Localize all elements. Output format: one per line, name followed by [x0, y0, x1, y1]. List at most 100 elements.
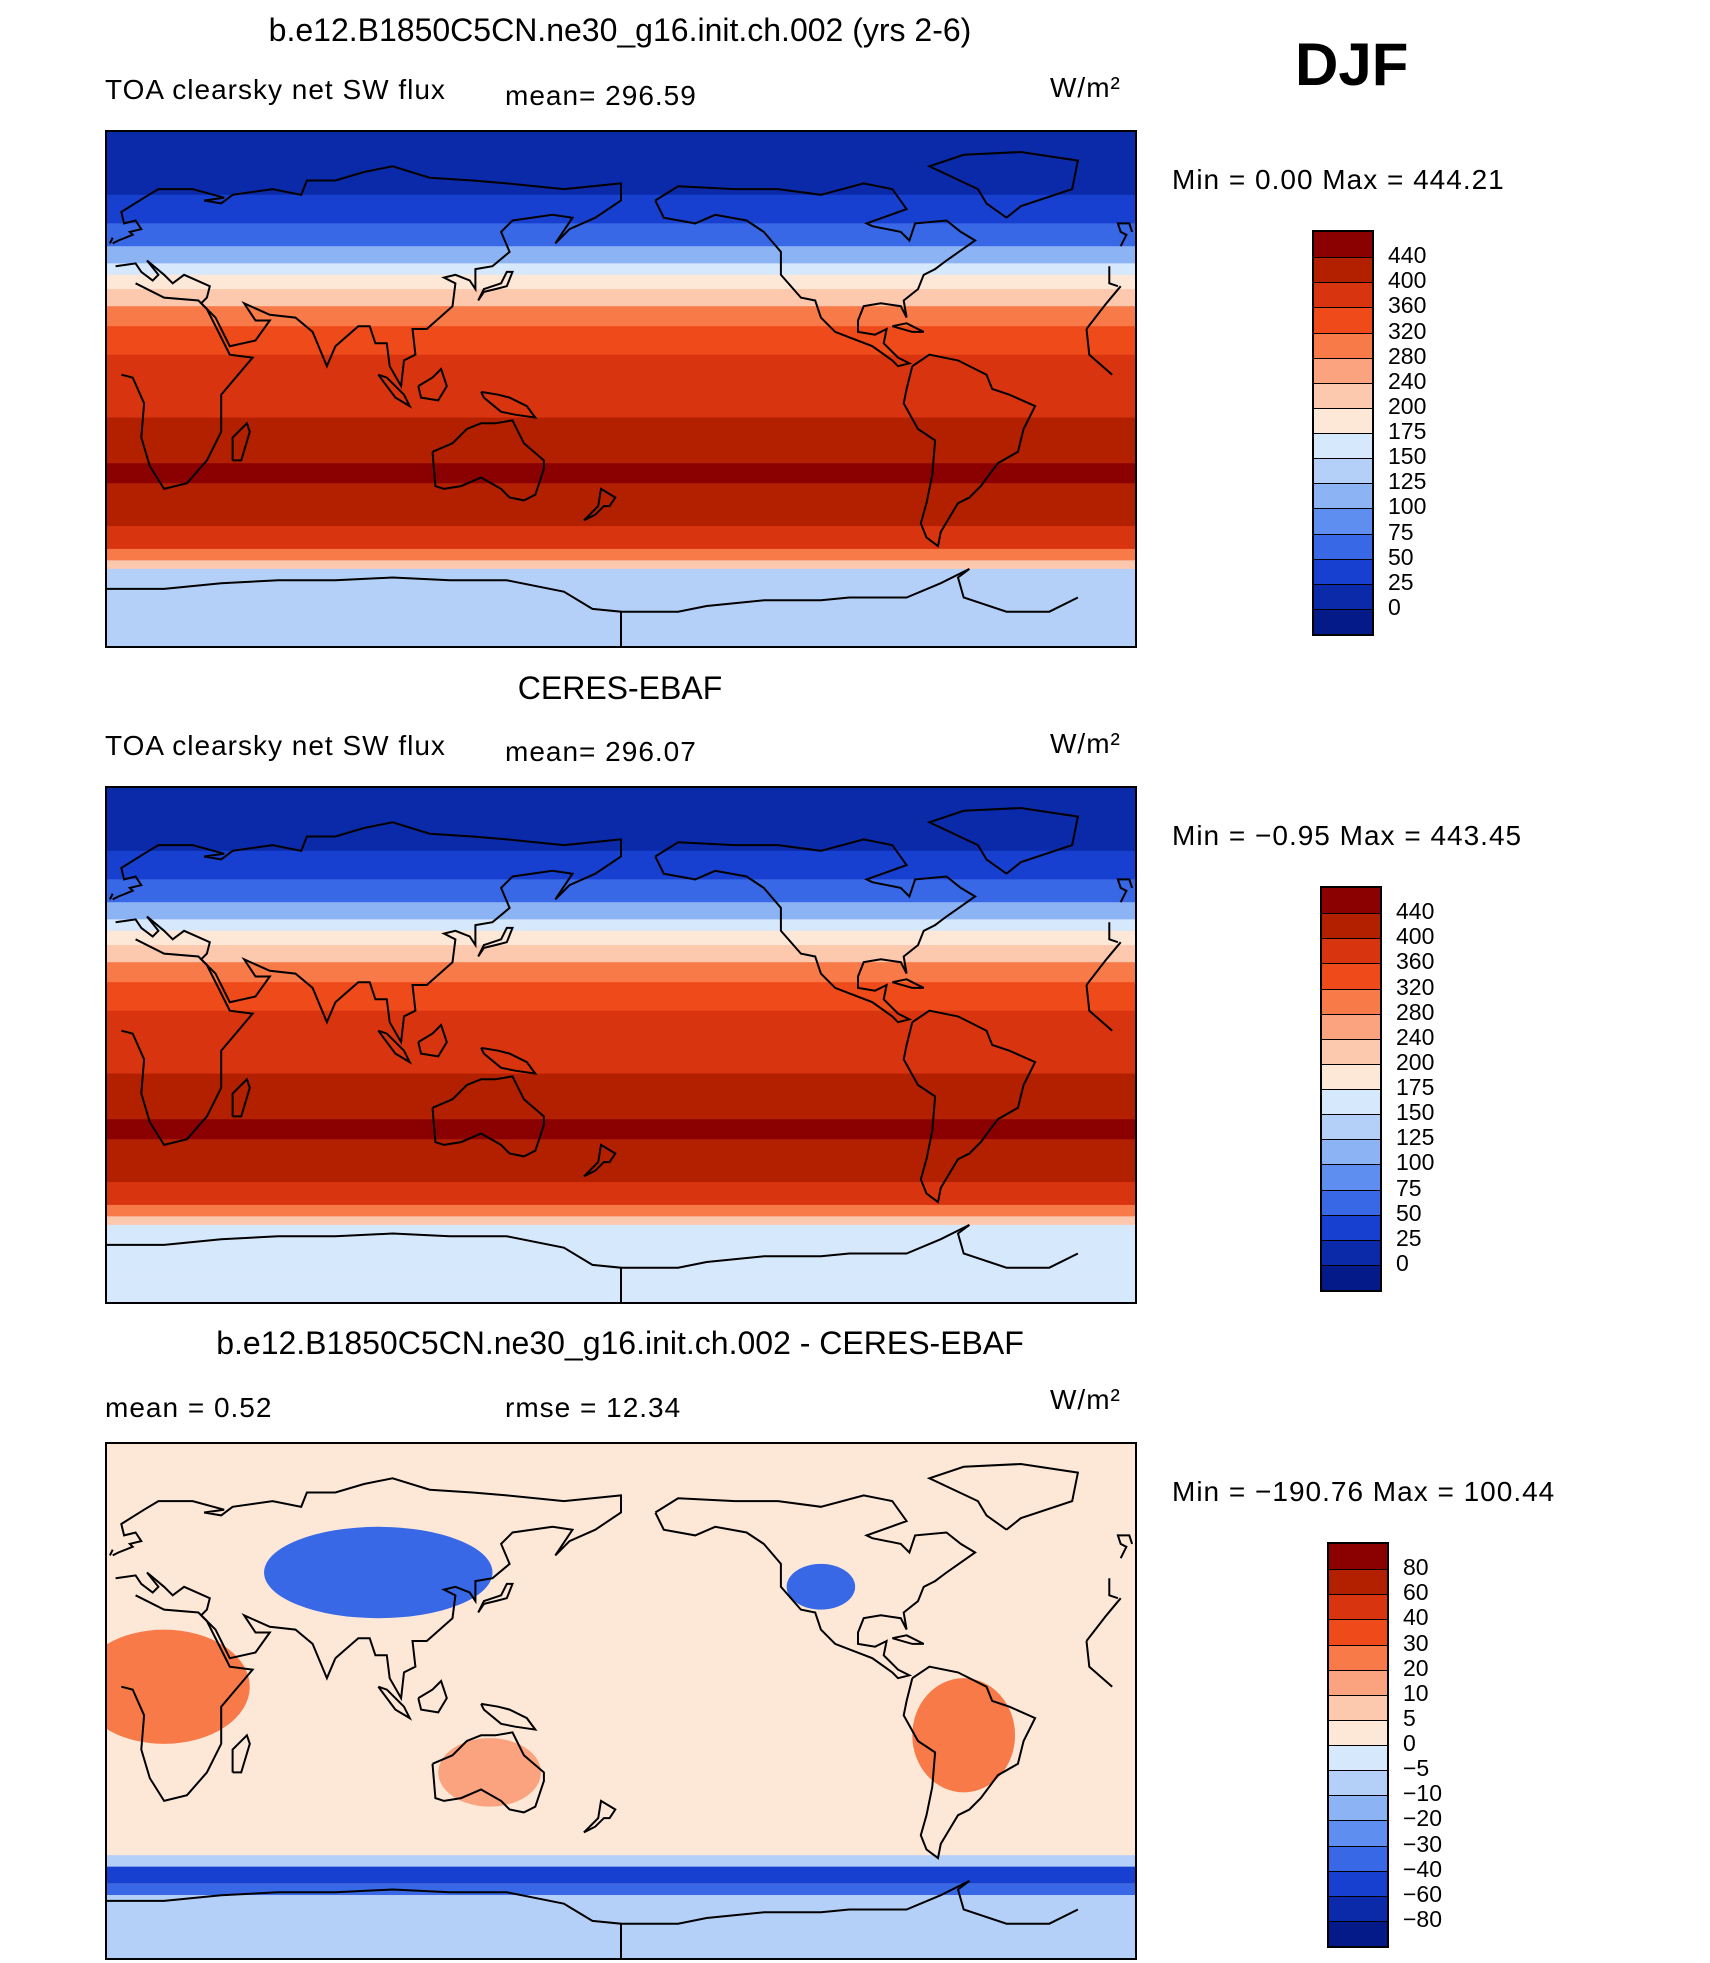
colorbar-segment — [1322, 1164, 1380, 1189]
colorbar-segment — [1322, 1064, 1380, 1089]
colorbar-segment — [1329, 1695, 1387, 1720]
colorbar-label: 10 — [1403, 1680, 1429, 1707]
colorbar-segment — [1322, 888, 1380, 913]
colorbar-label: 200 — [1396, 1049, 1434, 1076]
colorbar-segment — [1322, 1190, 1380, 1215]
colorbar-label: 30 — [1403, 1630, 1429, 1657]
colorbar-segment — [1314, 433, 1372, 458]
panel-1-mean: mean= 296.59 — [505, 80, 697, 112]
colorbar-segment — [1329, 1871, 1387, 1896]
colorbar-segment — [1322, 1114, 1380, 1139]
colorbar-segment — [1329, 1795, 1387, 1820]
colorbar-segment — [1322, 1089, 1380, 1114]
colorbar-segment — [1329, 1896, 1387, 1921]
colorbar-segment — [1322, 989, 1380, 1014]
colorbar-label: 320 — [1388, 318, 1426, 345]
colorbar-segment — [1314, 408, 1372, 433]
panel-3-mean: mean = 0.52 — [105, 1392, 272, 1424]
colorbar-segment — [1329, 1921, 1387, 1946]
colorbar-label: 25 — [1388, 569, 1414, 596]
colorbar-label: −40 — [1403, 1856, 1442, 1883]
panel-2-map — [105, 786, 1137, 1304]
colorbar-segment — [1329, 1645, 1387, 1670]
colorbar-label: 125 — [1396, 1124, 1434, 1151]
colorbar-label: 50 — [1388, 544, 1414, 571]
colorbar-label: 75 — [1388, 519, 1414, 546]
panel-2-title: CERES-EBAF — [105, 670, 1135, 707]
panel-1-minmax: Min = 0.00 Max = 444.21 — [1172, 164, 1505, 196]
colorbar-label: 400 — [1396, 923, 1434, 950]
panel-2-colorbar — [1320, 886, 1382, 1292]
colorbar-segment — [1329, 1846, 1387, 1871]
colorbar-label: 150 — [1396, 1099, 1434, 1126]
panel-3-units: W/m² — [1050, 1384, 1121, 1416]
panel-2-minmax: Min = −0.95 Max = 443.45 — [1172, 820, 1522, 852]
colorbar-label: −5 — [1403, 1755, 1429, 1782]
colorbar-label: 60 — [1403, 1579, 1429, 1606]
colorbar-label: 40 — [1403, 1604, 1429, 1631]
panel-3-minmax: Min = −190.76 Max = 100.44 — [1172, 1476, 1555, 1508]
colorbar-label: 400 — [1388, 267, 1426, 294]
colorbar-label: −60 — [1403, 1881, 1442, 1908]
panel-1-field: TOA clearsky net SW flux — [105, 74, 446, 106]
panel-2-mean: mean= 296.07 — [505, 736, 697, 768]
colorbar-segment — [1322, 938, 1380, 963]
colorbar-segment — [1329, 1670, 1387, 1695]
colorbar-segment — [1322, 1139, 1380, 1164]
colorbar-label: 440 — [1388, 242, 1426, 269]
panel-2-units: W/m² — [1050, 728, 1121, 760]
colorbar-segment — [1314, 483, 1372, 508]
colorbar-label: 320 — [1396, 974, 1434, 1001]
colorbar-label: 75 — [1396, 1175, 1422, 1202]
colorbar-segment — [1314, 508, 1372, 533]
colorbar-segment — [1314, 383, 1372, 408]
colorbar-segment — [1322, 1014, 1380, 1039]
colorbar-segment — [1329, 1569, 1387, 1594]
colorbar-label: 125 — [1388, 468, 1426, 495]
colorbar-label: 200 — [1388, 393, 1426, 420]
colorbar-segment — [1329, 1594, 1387, 1619]
colorbar-label: 280 — [1396, 999, 1434, 1026]
colorbar-label: −10 — [1403, 1780, 1442, 1807]
colorbar-label: 20 — [1403, 1655, 1429, 1682]
colorbar-segment — [1314, 333, 1372, 358]
colorbar-segment — [1314, 458, 1372, 483]
season-label: DJF — [1295, 30, 1408, 99]
colorbar-segment — [1329, 1619, 1387, 1644]
panel-1-colorbar — [1312, 230, 1374, 636]
colorbar-label: 25 — [1396, 1225, 1422, 1252]
colorbar-segment — [1314, 559, 1372, 584]
colorbar-label: 240 — [1396, 1024, 1434, 1051]
colorbar-segment — [1322, 1215, 1380, 1240]
colorbar-label: 440 — [1396, 898, 1434, 925]
colorbar-segment — [1314, 257, 1372, 282]
colorbar-segment — [1314, 584, 1372, 609]
colorbar-segment — [1322, 963, 1380, 988]
colorbar-label: 100 — [1396, 1149, 1434, 1176]
colorbar-segment — [1314, 534, 1372, 559]
colorbar-label: 0 — [1396, 1250, 1409, 1277]
panel-3-title: b.e12.B1850C5CN.ne30_g16.init.ch.002 - C… — [105, 1325, 1135, 1362]
colorbar-label: 360 — [1396, 948, 1434, 975]
panel-3-rmse: rmse = 12.34 — [505, 1392, 681, 1424]
colorbar-label: 150 — [1388, 443, 1426, 470]
colorbar-label: −80 — [1403, 1906, 1442, 1933]
colorbar-label: 50 — [1396, 1200, 1422, 1227]
panel-1-map — [105, 130, 1137, 648]
colorbar-label: 80 — [1403, 1554, 1429, 1581]
colorbar-label: 0 — [1403, 1730, 1416, 1757]
colorbar-label: 100 — [1388, 493, 1426, 520]
colorbar-segment — [1314, 307, 1372, 332]
panel-3-colorbar — [1327, 1542, 1389, 1948]
colorbar-segment — [1322, 1039, 1380, 1064]
colorbar-label: −30 — [1403, 1831, 1442, 1858]
panel-1-title: b.e12.B1850C5CN.ne30_g16.init.ch.002 (yr… — [105, 12, 1135, 49]
colorbar-segment — [1314, 358, 1372, 383]
colorbar-segment — [1314, 232, 1372, 257]
colorbar-label: 175 — [1388, 418, 1426, 445]
colorbar-label: −20 — [1403, 1805, 1442, 1832]
colorbar-label: 5 — [1403, 1705, 1416, 1732]
colorbar-label: 175 — [1396, 1074, 1434, 1101]
colorbar-label: 280 — [1388, 343, 1426, 370]
colorbar-segment — [1329, 1544, 1387, 1569]
